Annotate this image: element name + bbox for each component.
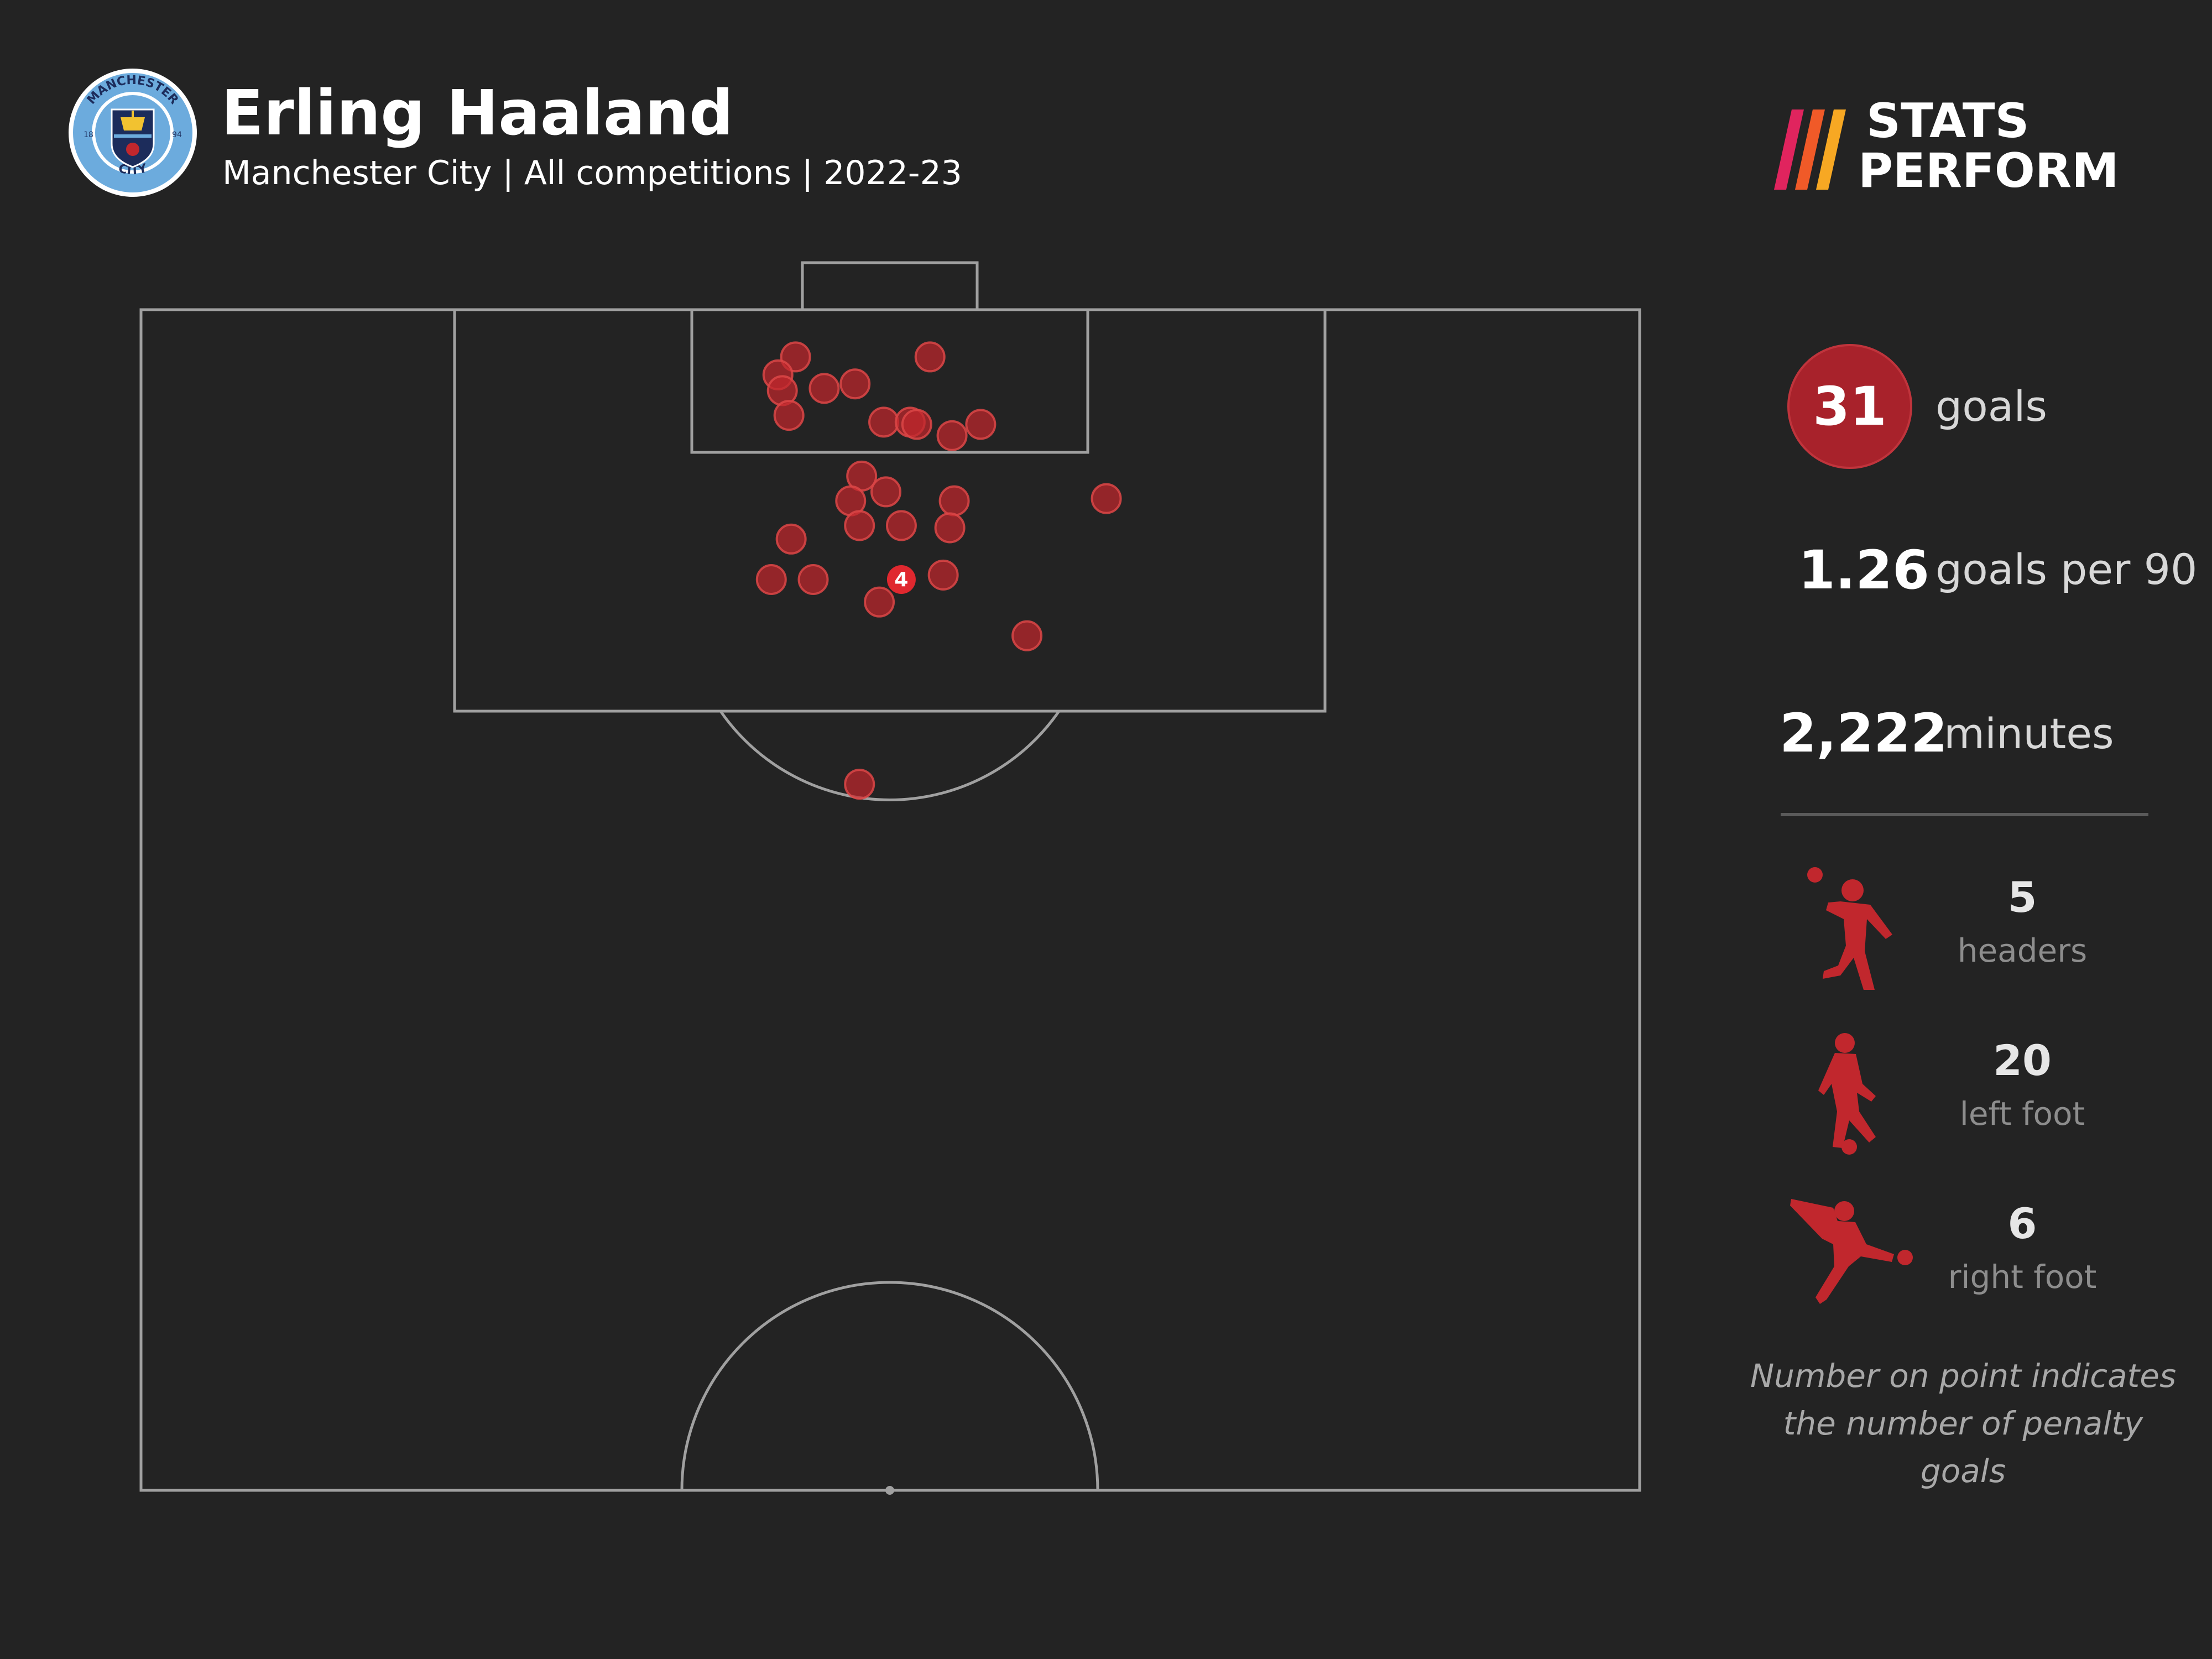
penalty-goal-point — [886, 565, 916, 594]
minutes-value: 2,222 — [1780, 702, 1948, 764]
manchester-city-crest: MANCHESTER CITY 18 94 — [69, 69, 197, 197]
player-name: Erling Haaland — [221, 77, 734, 149]
left-foot-label: left foot — [1959, 1095, 2085, 1133]
brand-line1: STATS — [1866, 98, 2029, 149]
goals-value: 31 — [1813, 375, 1887, 437]
goal-point — [914, 341, 946, 373]
goal-point — [808, 373, 840, 404]
brand-line2: PERFORM — [1858, 143, 2119, 198]
goals-per-90-label: goals per 90 — [1936, 545, 2198, 594]
centre-spot — [885, 1486, 894, 1495]
goal-point — [868, 406, 900, 438]
goal-point — [864, 586, 895, 618]
penalty-note: Number on point indicates the number of … — [1742, 1352, 2184, 1495]
minutes-label: minutes — [1944, 709, 2114, 758]
crest-year-right: 94 — [172, 131, 182, 139]
right-foot-value: 6 — [2007, 1199, 2037, 1248]
crest-year-left: 18 — [84, 131, 93, 139]
right-foot-player-icon — [1790, 1199, 1913, 1304]
goal-point — [934, 512, 966, 544]
header-player-icon — [1807, 867, 1892, 990]
stats-perform-logo: STATS PERFORM — [1774, 98, 2119, 198]
goal-point — [797, 564, 829, 595]
goal-point — [773, 400, 805, 431]
goal — [801, 261, 979, 311]
goal-point — [870, 476, 902, 508]
penalty-note-line2: the number of penalty goals — [1783, 1405, 2143, 1490]
goal-point — [885, 510, 917, 541]
goal-point — [755, 564, 787, 595]
goal-point — [936, 420, 968, 451]
penalty-arc — [719, 710, 1061, 801]
headers-label: headers — [1957, 932, 2088, 969]
headers-value: 5 — [2007, 873, 2037, 922]
goal-points: 4 — [755, 341, 1122, 800]
goal-point — [938, 485, 970, 517]
goals-per-90-value: 1.26 — [1798, 539, 1929, 601]
left-foot-player-icon — [1818, 1033, 1876, 1155]
centre-circle-arc — [680, 1281, 1099, 1491]
penalty-note-line1: Number on point indicates — [1750, 1357, 2177, 1395]
goal-point — [844, 769, 875, 800]
goal-point — [1091, 483, 1122, 514]
goal-point — [965, 409, 997, 440]
goal-point — [901, 409, 932, 440]
left-foot-value: 20 — [1993, 1036, 2052, 1085]
goal-point — [927, 559, 959, 591]
goal-point — [844, 510, 875, 541]
goals-badge: 31 — [1787, 344, 1912, 469]
penalty-area — [453, 308, 1327, 713]
goal-point — [1011, 620, 1043, 651]
chart-subtitle: Manchester City | All competitions | 202… — [222, 154, 962, 192]
right-foot-label: right foot — [1948, 1258, 2097, 1296]
goal-point — [775, 523, 807, 555]
divider — [1781, 813, 2148, 816]
goal-point — [839, 368, 871, 400]
penalty-goal-count-label: 4 — [894, 568, 908, 591]
goals-label: goals — [1936, 382, 2048, 431]
shot-map-pitch: 4 — [139, 261, 1641, 1495]
